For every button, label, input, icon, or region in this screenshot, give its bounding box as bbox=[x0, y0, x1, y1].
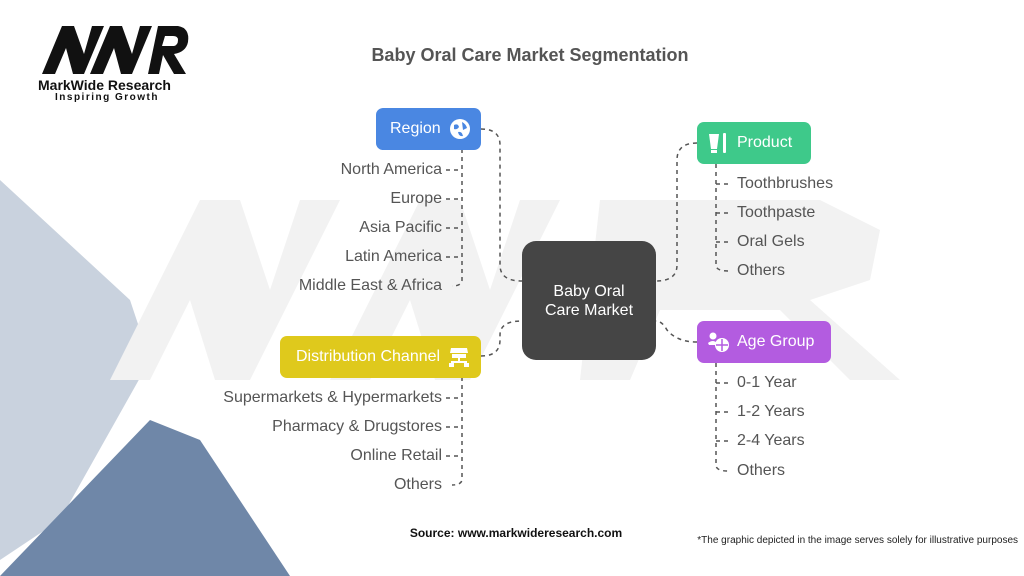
footnote: *The graphic depicted in the image serve… bbox=[697, 535, 1018, 546]
list-item: North America bbox=[340, 161, 442, 178]
list-item: Europe bbox=[390, 190, 442, 207]
category-region: Region bbox=[376, 108, 481, 150]
list-item: Toothbrushes bbox=[737, 175, 834, 192]
center-node: Baby Oral Care Market bbox=[522, 241, 656, 360]
list-item: Online Retail bbox=[350, 447, 442, 464]
toothpaste-toothbrush-icon bbox=[707, 132, 729, 154]
list-item: Asia Pacific bbox=[359, 219, 442, 236]
page-title: Baby Oral Care Market Segmentation bbox=[371, 45, 689, 65]
list-item: Others bbox=[393, 476, 442, 493]
connectors bbox=[446, 128, 730, 486]
list-item: Supermarkets & Hypermarkets bbox=[223, 389, 442, 406]
category-label: Age Group bbox=[737, 333, 815, 350]
category-label: Distribution Channel bbox=[296, 348, 441, 365]
list-item: Others bbox=[737, 462, 786, 479]
store-network-icon bbox=[448, 346, 470, 368]
list-item: Pharmacy & Drugstores bbox=[272, 418, 442, 435]
center-line2: Care Market bbox=[544, 301, 634, 319]
logo-mark bbox=[42, 26, 189, 74]
bg-shape-dark bbox=[0, 420, 290, 576]
list-item: Middle East & Africa bbox=[298, 277, 442, 294]
center-line1: Baby Oral bbox=[553, 282, 625, 300]
logo-name: MarkWide Research bbox=[38, 77, 171, 93]
globe-icon bbox=[449, 118, 471, 140]
bg-shape-light bbox=[0, 180, 150, 560]
list-item: 0-1 Year bbox=[737, 374, 797, 391]
list-item: 2-4 Years bbox=[737, 432, 805, 449]
logo-tagline: Inspiring Growth bbox=[55, 92, 159, 103]
category-product: Product bbox=[697, 122, 811, 164]
list-item: Toothpaste bbox=[737, 204, 816, 221]
category-label: Region bbox=[390, 120, 441, 137]
list-item: Others bbox=[737, 262, 786, 279]
list-item: Oral Gels bbox=[737, 233, 805, 250]
list-item: 1-2 Years bbox=[737, 403, 805, 420]
baby-icon bbox=[707, 331, 729, 353]
category-age-group: Age Group bbox=[697, 321, 831, 363]
source-text: Source: www.markwideresearch.com bbox=[409, 526, 623, 540]
category-label: Product bbox=[737, 134, 793, 151]
list-item: Latin America bbox=[345, 248, 442, 265]
category-distribution-channel: Distribution Channel bbox=[280, 336, 481, 378]
